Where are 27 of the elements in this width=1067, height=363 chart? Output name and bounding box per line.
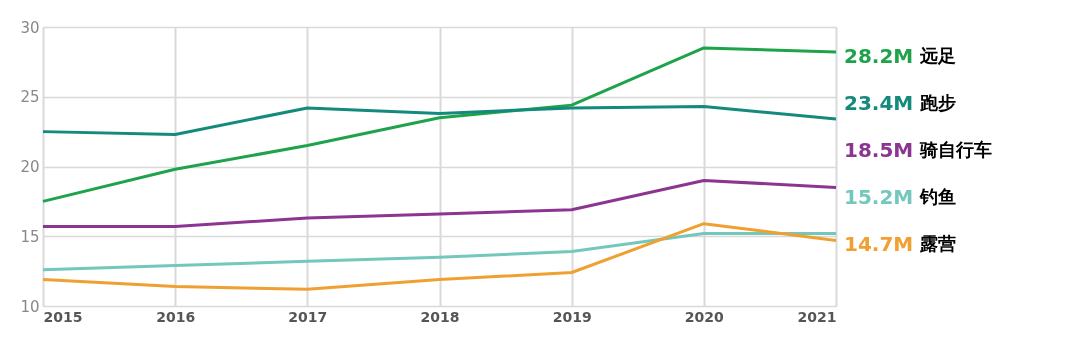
text: 露营 [919,233,956,254]
text: 钓鱼 [919,186,956,207]
data-label: 15.2M [844,185,914,209]
data-label: 28.2M [844,44,914,68]
data-label: 18.5M [844,138,914,162]
data-label: 14.7M [844,232,914,256]
y-tick-label: 15 [20,227,40,246]
line-series [41,231,838,272]
line-series [41,222,838,291]
x-tick-label: 2019 [552,308,592,325]
x-tick-label: 2018 [420,308,460,325]
x-tick-label: 2015 [43,308,83,325]
x-tick-label: 2021 [797,308,837,325]
x-tick-label: 2016 [156,308,196,325]
x-tick-label: 2017 [288,308,328,325]
text: 远足 [919,45,956,66]
text: 跑步 [919,92,956,113]
y-tick-label: 10 [20,297,40,316]
text: 骑自行车 [919,139,992,160]
line-series [41,178,838,228]
data-label: 23.4M [844,91,914,115]
y-tick-label: 25 [20,88,40,107]
line-series [41,105,838,136]
y-tick-label: 20 [20,158,40,176]
x-tick-label: 2020 [684,308,725,325]
y-tick-label: 30 [20,18,40,37]
line-series [41,46,838,203]
